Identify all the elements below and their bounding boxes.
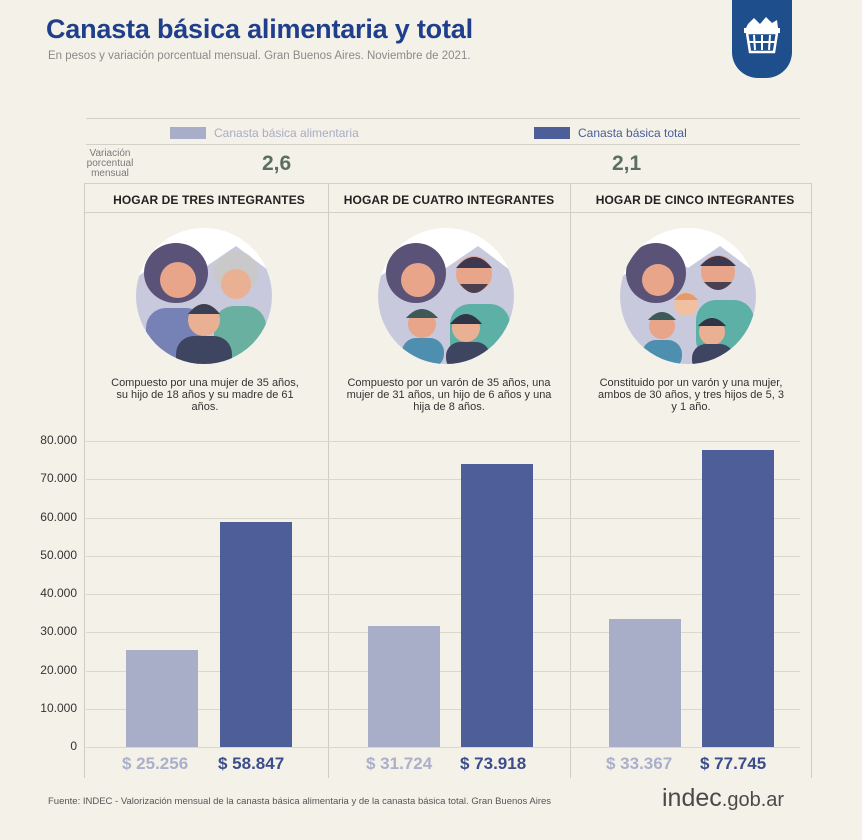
bar-total xyxy=(220,521,292,747)
gridline xyxy=(86,747,800,748)
variation-total-value: 2,1 xyxy=(612,152,642,175)
y-tick-label: 70.000 xyxy=(40,471,77,486)
household-description: Compuesto por una mujer de 35 años, su h… xyxy=(111,377,299,413)
gridline xyxy=(86,441,800,442)
y-tick-label: 80.000 xyxy=(40,433,77,447)
gridline xyxy=(86,708,800,710)
page-subtitle: En pesos y variación porcentual mensual.… xyxy=(48,50,471,62)
value-label-total: $ 58.847 xyxy=(218,754,285,773)
legend-item-total: Canasta básica total xyxy=(534,126,687,140)
gridline xyxy=(86,517,800,519)
household-panel xyxy=(570,183,812,778)
basket-icon xyxy=(744,17,780,54)
bar-total xyxy=(461,464,533,747)
divider xyxy=(86,144,800,145)
value-label-total: $ 77.745 xyxy=(700,754,767,773)
bar-alimentaria xyxy=(609,619,681,747)
divider xyxy=(86,118,800,119)
variation-alim-value: 2,6 xyxy=(262,152,292,175)
family-of-three-illustration xyxy=(136,228,272,364)
gridline xyxy=(86,479,800,481)
y-tick-label: 40.000 xyxy=(40,586,77,600)
family-of-five-illustration xyxy=(620,228,756,364)
household-title: HOGAR DE CUATRO INTEGRANTES xyxy=(343,193,555,207)
y-tick-label: 30.000 xyxy=(40,624,77,639)
y-tick-label: 20.000 xyxy=(40,662,77,677)
legend-swatch-alim xyxy=(170,127,206,139)
household-description: Compuesto por un varón de 35 años, una m… xyxy=(346,377,552,413)
bar-alimentaria xyxy=(126,650,198,747)
value-label-total: $ 73.918 xyxy=(460,754,527,773)
logo-suffix: .gob.ar xyxy=(721,789,785,811)
y-tick-label: 50.000 xyxy=(40,547,77,562)
indec-logo: indec.gob.ar xyxy=(662,784,784,813)
gridline xyxy=(86,594,800,595)
bar-total xyxy=(702,449,774,747)
page-title: Canasta básica alimentaria y total xyxy=(46,14,473,44)
gridline xyxy=(86,670,800,672)
gridline xyxy=(86,632,800,634)
value-label-alim: $ 31.724 xyxy=(366,754,433,773)
legend-label-alim: Canasta básica alimentaria xyxy=(214,126,359,140)
household-title: HOGAR DE TRES INTEGRANTES xyxy=(113,193,305,207)
legend-item-alim: Canasta básica alimentaria xyxy=(170,126,359,140)
y-tick-label: 10.000 xyxy=(40,700,77,715)
basket-badge xyxy=(732,0,792,78)
variation-label: Variación porcentual mensual xyxy=(86,148,134,179)
logo-main: indec xyxy=(662,784,722,812)
household-title: HOGAR DE CINCO INTEGRANTES xyxy=(595,193,795,207)
legend-label-total: Canasta básica total xyxy=(578,126,687,140)
gridline xyxy=(86,555,800,557)
legend-swatch-total xyxy=(534,127,570,139)
bar-alimentaria xyxy=(368,625,440,747)
household-description: Constituido por un varón y una mujer, am… xyxy=(598,377,784,413)
y-tick-label: 0 xyxy=(70,739,77,753)
value-label-alim: $ 25.256 xyxy=(122,754,189,773)
source-note: Fuente: INDEC - Valorización mensual de … xyxy=(48,796,552,807)
family-of-four-illustration xyxy=(378,228,514,364)
y-tick-label: 60.000 xyxy=(40,509,77,524)
divider xyxy=(84,183,812,184)
household-panel xyxy=(328,183,570,778)
value-label-alim: $ 33.367 xyxy=(606,754,673,773)
divider xyxy=(84,212,812,213)
household-panel xyxy=(84,183,328,778)
